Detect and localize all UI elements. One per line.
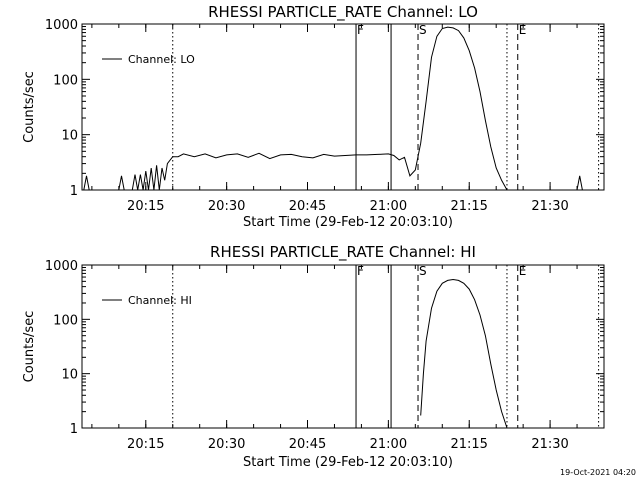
chart-title: RHESSI PARTICLE_RATE Channel: LO — [208, 3, 478, 22]
y-tick-label: 1000 — [45, 259, 78, 274]
x-tick-label: 21:15 — [450, 437, 487, 452]
generation-timestamp: 19-Oct-2021 04:20 — [560, 468, 636, 477]
x-tick-label: 20:45 — [289, 437, 326, 452]
event-marker-e: E — [519, 23, 527, 37]
x-tick-label: 20:30 — [208, 437, 245, 452]
y-axis-label: Counts/sec — [22, 311, 37, 383]
hi-channel-panel: RHESSI PARTICLE_RATE Channel: HI Counts/s… — [22, 243, 605, 470]
y-tick-label: 1 — [70, 422, 78, 437]
y-axis-label: Counts/sec — [22, 71, 37, 143]
y-tick-label: 100 — [53, 73, 78, 88]
plot-frame — [81, 264, 605, 429]
data-series-line — [83, 26, 583, 191]
x-tick-label: 20:45 — [289, 199, 326, 214]
x-tick-label: 20:15 — [127, 437, 164, 452]
chart-title: RHESSI PARTICLE_RATE Channel: HI — [210, 243, 476, 262]
event-marker-s: S — [419, 23, 427, 37]
x-tick-label: 21:30 — [531, 199, 568, 214]
x-axis-label: Start Time (29-Feb-12 20:03:10) — [243, 215, 453, 230]
y-tick-label: 1000 — [45, 18, 78, 33]
x-tick-label: 20:15 — [127, 199, 164, 214]
x-tick-label: 21:30 — [531, 437, 568, 452]
event-marker-f: F — [357, 23, 364, 37]
event-marker-e: E — [519, 264, 527, 278]
lo-channel-panel: RHESSI PARTICLE_RATE Channel: LO Counts/s… — [22, 3, 605, 230]
y-tick-label: 100 — [53, 313, 78, 328]
y-tick-label: 1 — [70, 184, 78, 199]
legend-entry: Channel: LO — [128, 53, 195, 66]
y-tick-label: 10 — [61, 368, 78, 383]
x-axis-label: Start Time (29-Feb-12 20:03:10) — [243, 455, 453, 470]
event-marker-f: F — [357, 264, 364, 278]
x-tick-label: 21:00 — [370, 437, 407, 452]
data-series-line — [420, 278, 508, 429]
x-tick-label: 21:15 — [450, 199, 487, 214]
x-tick-label: 21:00 — [370, 199, 407, 214]
x-tick-label: 20:30 — [208, 199, 245, 214]
y-tick-label: 10 — [61, 129, 78, 144]
plot-frame — [81, 23, 605, 191]
legend-entry: Channel: HI — [128, 294, 192, 307]
event-marker-s: S — [419, 264, 427, 278]
